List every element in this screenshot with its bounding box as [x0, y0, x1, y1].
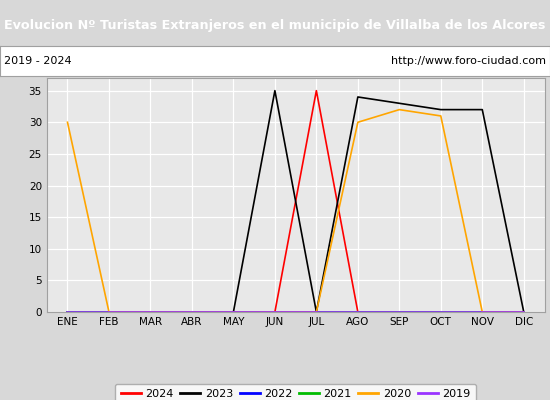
Text: Evolucion Nº Turistas Extranjeros en el municipio de Villalba de los Alcores: Evolucion Nº Turistas Extranjeros en el …	[4, 19, 546, 32]
Text: http://www.foro-ciudad.com: http://www.foro-ciudad.com	[390, 56, 546, 66]
Legend: 2024, 2023, 2022, 2021, 2020, 2019: 2024, 2023, 2022, 2021, 2020, 2019	[115, 384, 476, 400]
Text: 2019 - 2024: 2019 - 2024	[4, 56, 72, 66]
